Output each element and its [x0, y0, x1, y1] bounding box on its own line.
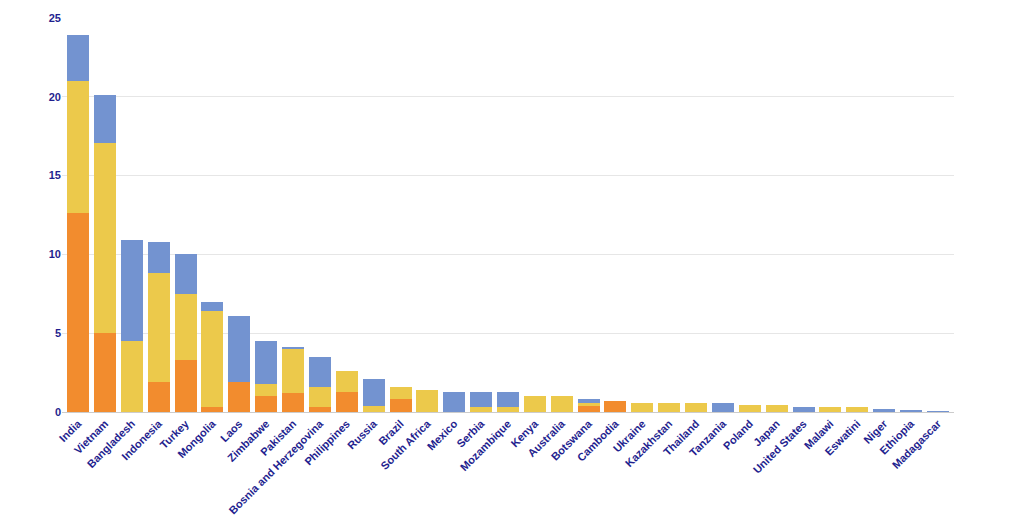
svg-text:Cambodia: Cambodia — [575, 417, 622, 464]
svg-text:India: India — [57, 417, 84, 444]
svg-text:Turkey: Turkey — [157, 417, 191, 451]
svg-text:Niger: Niger — [861, 417, 890, 446]
svg-text:Japan: Japan — [751, 417, 782, 448]
svg-text:0: 0 — [55, 406, 61, 418]
svg-text:Eswatini: Eswatini — [823, 418, 863, 458]
svg-text:Poland: Poland — [721, 418, 755, 452]
svg-text:Malawi: Malawi — [802, 418, 836, 452]
svg-text:Tanzania: Tanzania — [687, 417, 729, 459]
svg-text:Madagascar: Madagascar — [890, 417, 944, 471]
svg-text:Pakistan: Pakistan — [258, 417, 299, 458]
svg-text:Ethiopia: Ethiopia — [877, 417, 917, 457]
svg-text:Vietnam: Vietnam — [72, 417, 111, 456]
svg-text:Ukraine: Ukraine — [611, 418, 648, 455]
svg-text:Botswana: Botswana — [549, 417, 595, 463]
svg-text:Laos: Laos — [218, 418, 245, 445]
svg-text:Indonesia: Indonesia — [119, 417, 164, 462]
svg-text:Zimbabwe: Zimbabwe — [225, 418, 272, 465]
svg-text:Brazil: Brazil — [376, 418, 406, 448]
svg-text:Mozambique: Mozambique — [458, 418, 514, 474]
svg-text:Thailand: Thailand — [661, 418, 701, 458]
svg-text:Russia: Russia — [345, 417, 380, 452]
svg-text:Mongolia: Mongolia — [175, 417, 218, 460]
svg-text:Serbia: Serbia — [454, 417, 487, 450]
svg-text:10: 10 — [49, 248, 61, 260]
svg-text:Kenya: Kenya — [508, 417, 540, 449]
svg-text:25: 25 — [49, 12, 61, 24]
svg-text:Bosnia and Herzegovina: Bosnia and Herzegovina — [226, 417, 325, 516]
svg-text:Bangladesh: Bangladesh — [85, 417, 138, 470]
svg-text:Mexico: Mexico — [425, 417, 460, 452]
svg-text:Philippines: Philippines — [302, 418, 352, 468]
svg-text:20: 20 — [49, 91, 61, 103]
svg-text:United States: United States — [751, 418, 809, 476]
svg-text:Kazakhstan: Kazakhstan — [623, 417, 675, 469]
svg-text:15: 15 — [49, 169, 61, 181]
svg-text:South Africa: South Africa — [378, 417, 433, 472]
svg-text:5: 5 — [55, 327, 61, 339]
svg-text:Australia: Australia — [525, 417, 567, 459]
